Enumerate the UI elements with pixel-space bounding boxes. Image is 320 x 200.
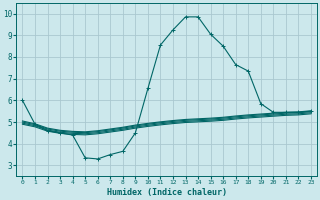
X-axis label: Humidex (Indice chaleur): Humidex (Indice chaleur) [107,188,227,197]
